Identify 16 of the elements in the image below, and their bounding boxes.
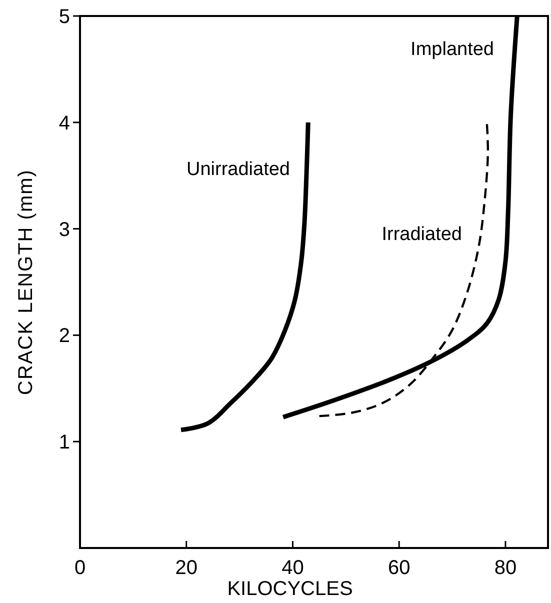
series-label: Unirradiated [186,159,290,180]
x-tick-label: 40 [282,557,304,579]
x-tick-label: 60 [388,557,410,579]
y-tick-label: 5 [58,6,70,28]
line-series [178,120,310,432]
y-axis-title: CRACK LENGTH (mm) [15,169,37,395]
series-label: Implanted [410,39,494,60]
x-axis-title: KILOCYCLES [227,578,353,600]
x-tick-label: 20 [175,557,198,579]
y-tick-label: 4 [58,112,70,134]
series-label: Irradiated [382,224,462,245]
x-tick-label: 80 [494,557,517,579]
x-tick-label: 0 [74,557,86,579]
y-tick-label: 3 [58,218,70,241]
y-tick-label: 1 [58,432,70,454]
y-tick-label: 2 [58,325,70,348]
